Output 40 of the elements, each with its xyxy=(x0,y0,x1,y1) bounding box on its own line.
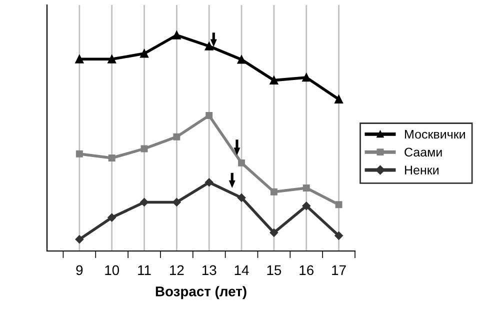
x-tick-label: 10 xyxy=(105,265,120,276)
x-tick-label: 13 xyxy=(202,265,216,276)
point xyxy=(75,235,84,244)
point xyxy=(76,150,83,158)
x-tick-label: 11 xyxy=(138,265,151,275)
point xyxy=(204,178,214,187)
x-tick-label: 14 xyxy=(234,265,249,275)
point xyxy=(172,198,181,206)
legend-label: Москвички xyxy=(405,130,465,139)
point xyxy=(270,76,278,84)
point xyxy=(270,188,278,196)
point xyxy=(270,228,278,237)
point xyxy=(237,55,246,64)
point xyxy=(334,232,343,240)
point xyxy=(204,42,214,50)
point xyxy=(108,213,116,222)
point xyxy=(140,198,148,206)
point xyxy=(140,49,148,58)
legend-label: Ненки xyxy=(405,166,438,174)
point xyxy=(302,202,310,210)
point xyxy=(108,154,116,162)
point xyxy=(237,194,246,202)
x-tick-label: 16 xyxy=(300,265,314,276)
point xyxy=(238,159,245,166)
x-axis-title: Возраст (лет) xyxy=(156,286,246,300)
point xyxy=(335,201,342,208)
point xyxy=(108,54,116,64)
point xyxy=(172,31,181,40)
point xyxy=(302,184,310,192)
point xyxy=(140,145,148,152)
point xyxy=(75,54,84,64)
point xyxy=(302,73,311,82)
point xyxy=(173,133,180,140)
x-tick-label: 17 xyxy=(332,265,346,275)
point xyxy=(206,112,213,119)
x-tick-label: 12 xyxy=(170,265,184,275)
x-tick-label: 15 xyxy=(267,265,282,276)
point xyxy=(334,95,343,104)
legend-label: Саами xyxy=(404,148,442,157)
x-tick-label: 9 xyxy=(76,265,83,276)
